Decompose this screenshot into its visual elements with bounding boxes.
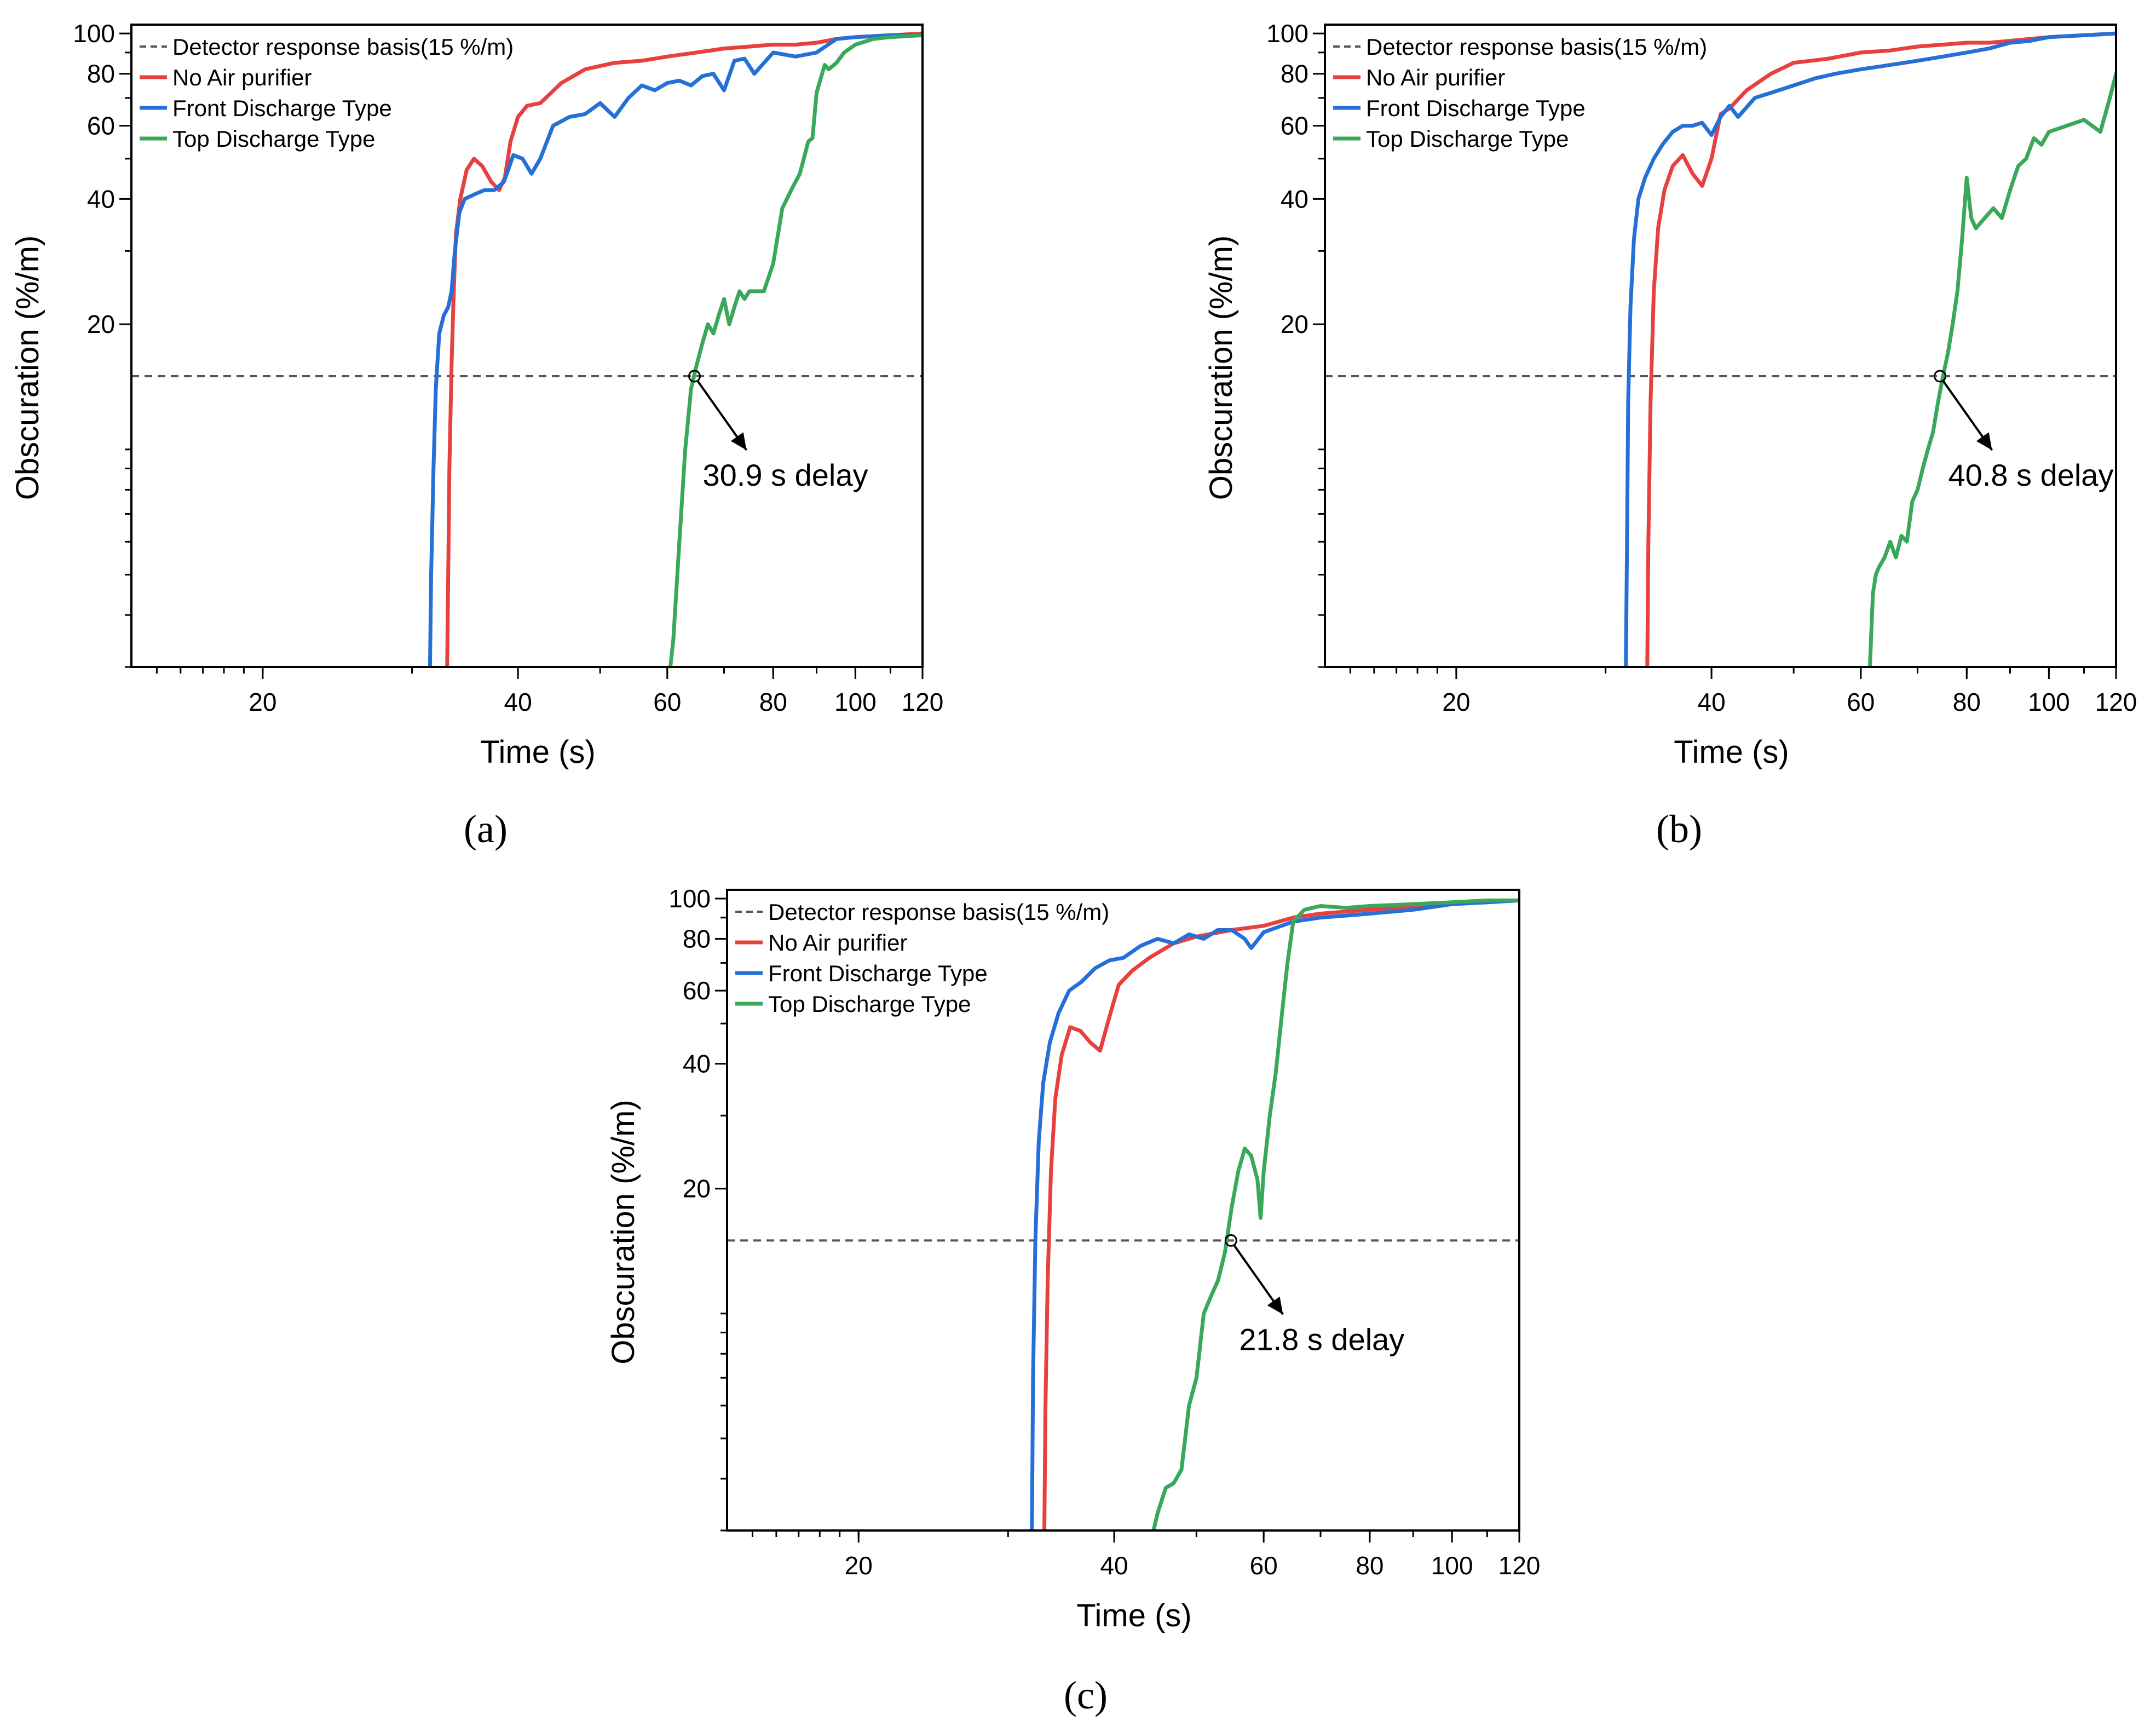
x-tick-label: 60 (1847, 688, 1875, 716)
series-line-no-air-purifier (445, 31, 923, 667)
series-line-front-discharge (428, 33, 923, 667)
panel-b: 20 40 60 80 100 120 20 40 60 80 100 Time (s) Obscura… (1203, 19, 2137, 770)
legend-label: Front Discharge Type (1366, 95, 1586, 121)
legend-label: No Air purifier (172, 65, 312, 90)
delay-marker (1933, 370, 1946, 383)
x-tick-label: 100 (2028, 688, 2070, 716)
y-axis-label: Obscuration (%/m) (10, 235, 45, 500)
y-tick-label: 100 (668, 884, 711, 913)
panel-label-a: (a) (464, 807, 508, 851)
y-tick-label: 40 (1281, 185, 1308, 213)
delay-arrowhead (730, 432, 747, 451)
x-axis-label: Time (s) (1674, 734, 1789, 770)
legend-label: Front Discharge Type (768, 960, 988, 986)
delay-annotation: 21.8 s delay (1239, 1322, 1404, 1356)
x-tick-label: 80 (1953, 688, 1981, 716)
y-tick-label: 60 (683, 976, 711, 1005)
y-tick-label: 60 (1281, 112, 1308, 140)
x-tick-label: 20 (845, 1551, 873, 1580)
delay-arrowhead (1267, 1296, 1283, 1315)
y-tick-label: 100 (1266, 19, 1308, 48)
y-tick-label: 60 (87, 112, 115, 140)
x-tick-label: 20 (1442, 688, 1470, 716)
panel-label-b: (b) (1656, 807, 1702, 851)
series-line-front-discharge (1624, 31, 2116, 667)
y-tick-label: 40 (683, 1050, 711, 1078)
legend-label: Top Discharge Type (172, 126, 375, 152)
y-tick-label: 80 (683, 924, 711, 953)
x-tick-label: 20 (249, 688, 276, 716)
x-tick-label: 60 (653, 688, 681, 716)
y-tick-label: 100 (73, 19, 115, 48)
legend-label: No Air purifier (768, 930, 907, 956)
y-tick-label: 20 (87, 310, 115, 338)
x-tick-label: 80 (759, 688, 787, 716)
x-tick-label: 80 (1356, 1551, 1383, 1580)
series-line-top-discharge (668, 33, 923, 667)
y-axis-label: Obscuration (%/m) (1203, 235, 1239, 500)
legend-label: Detector response basis(15 %/m) (768, 899, 1109, 925)
series-line-no-air-purifier (1042, 898, 1519, 1530)
x-tick-label: 100 (1431, 1551, 1473, 1580)
y-tick-label: 40 (87, 185, 115, 213)
x-tick-label: 100 (834, 688, 877, 716)
legend-label: Top Discharge Type (1366, 126, 1569, 152)
panel-c: 20 40 60 80 100 120 20 40 60 80 100 Time (s) Obscura… (606, 884, 1540, 1633)
x-tick-label: 60 (1250, 1551, 1278, 1580)
legend-label: Front Discharge Type (172, 95, 392, 121)
panel-label-c: (c) (1064, 1673, 1108, 1717)
x-axis-label: Time (s) (1076, 1598, 1191, 1633)
delay-annotation: 40.8 s delay (1948, 458, 2113, 492)
series-line-top-discharge (1867, 72, 2116, 667)
delay-annotation: 30.9 s delay (702, 458, 868, 492)
plot-frame (726, 889, 1520, 1532)
y-tick-label: 80 (1281, 60, 1308, 88)
legend-label: Detector response basis(15 %/m) (1366, 34, 1707, 60)
x-axis-label: Time (s) (480, 734, 595, 770)
delay-marker (688, 370, 701, 383)
series-line-top-discharge (1151, 898, 1519, 1530)
delay-arrowhead (1976, 432, 1992, 451)
panel-a: 20 40 60 80 100 120 20 40 60 80 100 Time (s) Obscura… (10, 19, 943, 770)
legend-label: Top Discharge Type (768, 991, 971, 1017)
y-axis-label: Obscuration (%/m) (606, 1100, 641, 1364)
x-tick-label: 40 (504, 688, 532, 716)
x-tick-label: 120 (902, 688, 944, 716)
x-tick-label: 40 (1698, 688, 1726, 716)
y-tick-label: 80 (87, 60, 115, 88)
x-tick-label: 120 (1498, 1551, 1541, 1580)
series-line-no-air-purifier (1645, 31, 2116, 667)
legend-label: No Air purifier (1366, 65, 1505, 90)
y-tick-label: 20 (683, 1175, 711, 1203)
series-line-front-discharge (1030, 898, 1519, 1530)
plot-frame (1324, 24, 2117, 668)
plot-frame (130, 24, 924, 668)
legend-label: Detector response basis(15 %/m) (172, 34, 514, 60)
x-tick-label: 40 (1100, 1551, 1128, 1580)
x-tick-label: 120 (2095, 688, 2137, 716)
delay-marker (1224, 1234, 1237, 1247)
y-tick-label: 20 (1281, 310, 1308, 338)
